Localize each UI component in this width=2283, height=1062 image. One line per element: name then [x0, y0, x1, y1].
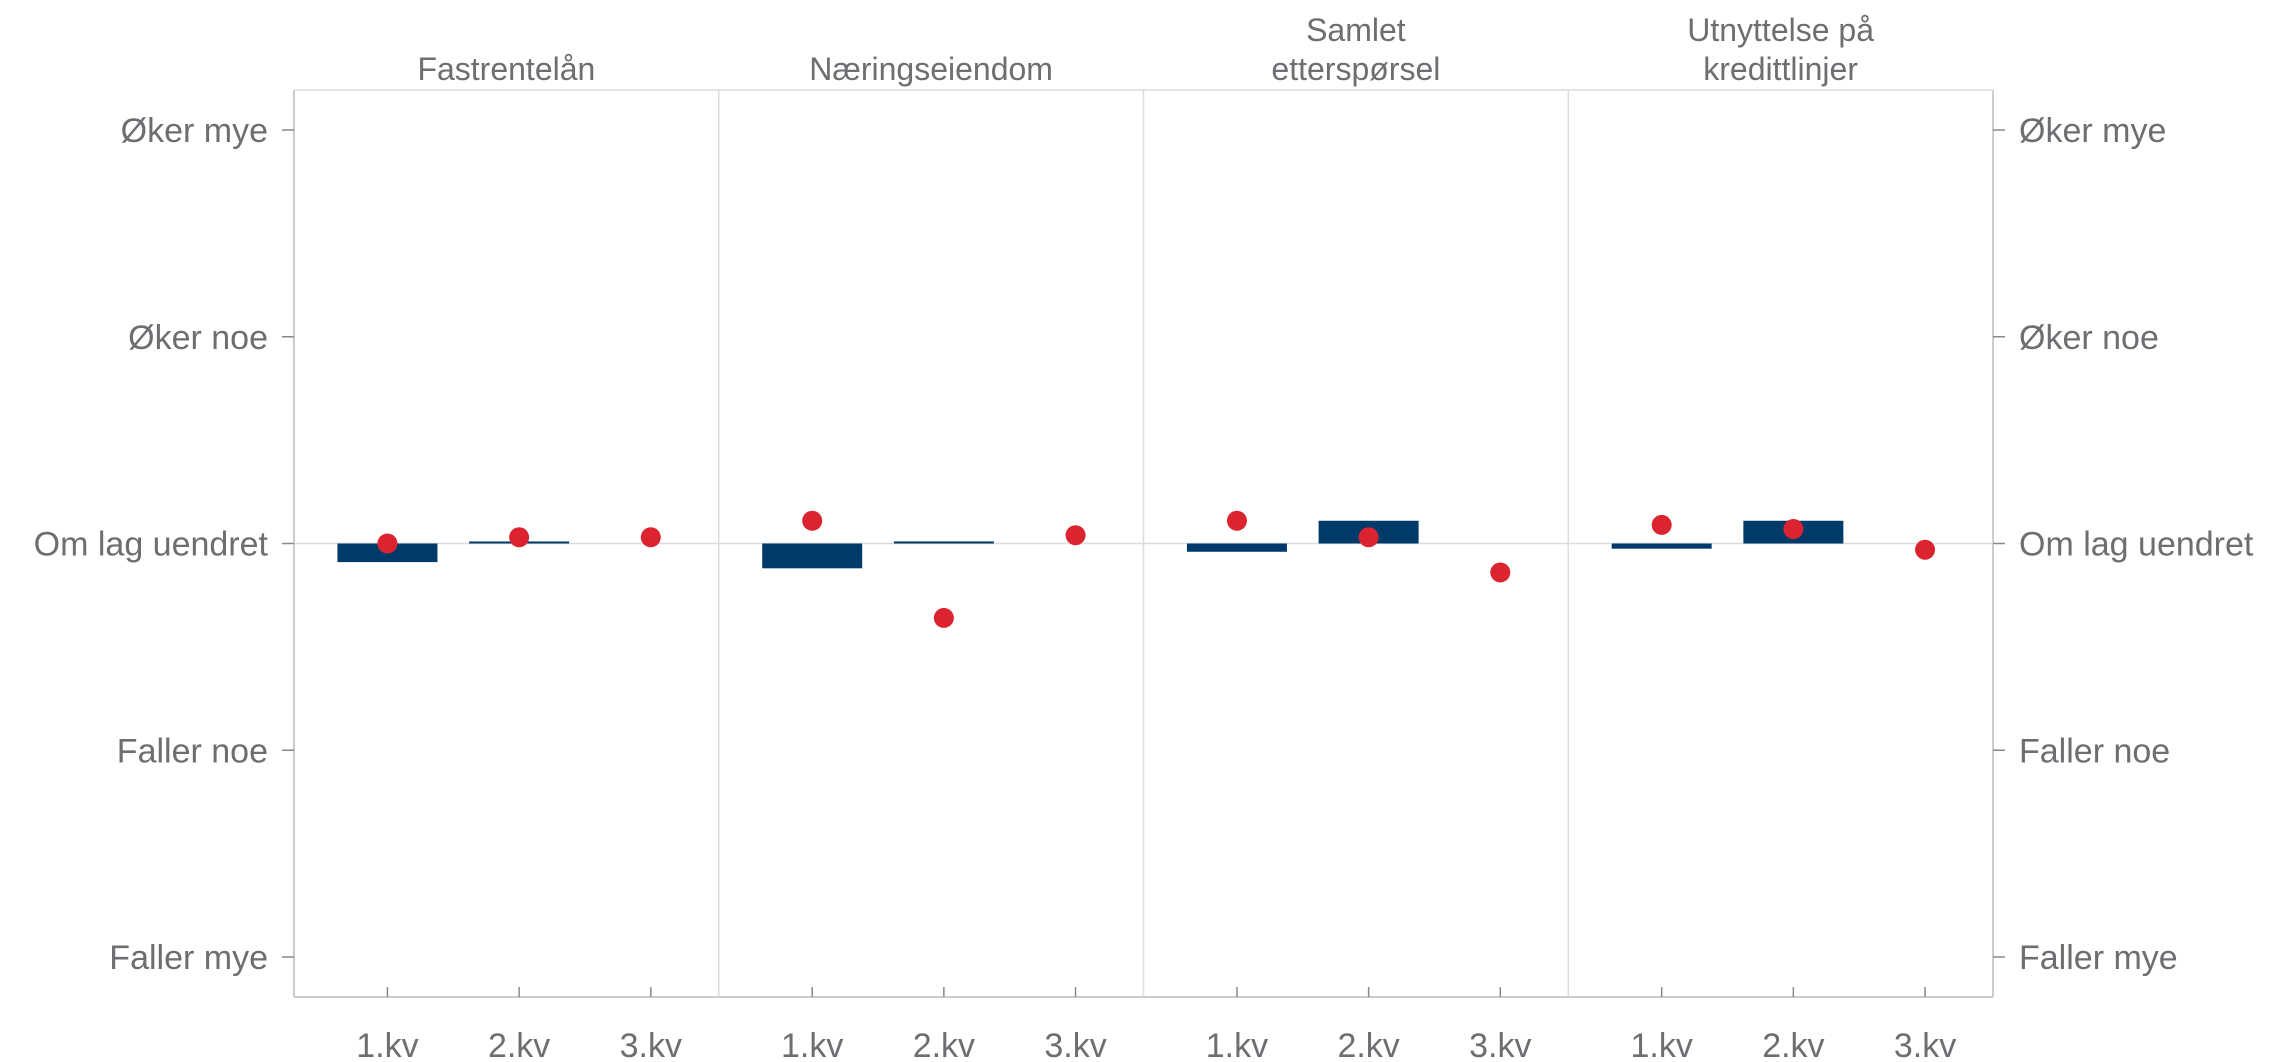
y-tick-label-left: Om lag uendret — [34, 526, 269, 564]
marker-point — [1065, 525, 1086, 546]
panel-title: kredittlinjer — [1703, 51, 1858, 87]
marker-point — [640, 527, 661, 548]
panel-title: Næringseiendom — [809, 51, 1053, 87]
marker-point — [377, 533, 398, 554]
x-tick-label: 1.kv — [781, 1027, 843, 1062]
x-tick-label: 3.kv — [1469, 1027, 1531, 1062]
y-tick-label-right: Faller noe — [2019, 732, 2170, 770]
y-tick-label-left: Øker noe — [128, 319, 268, 357]
x-tick-label: 2.kv — [1337, 1027, 1399, 1062]
x-tick-label: 3.kv — [1044, 1027, 1106, 1062]
y-tick-label-left: Faller mye — [109, 939, 268, 977]
marker-point — [933, 607, 954, 628]
x-tick-label: 2.kv — [488, 1027, 550, 1062]
x-tick-label: 2.kv — [1762, 1027, 1824, 1062]
x-tick-label: 3.kv — [620, 1027, 682, 1062]
marker-point — [1651, 514, 1672, 535]
x-tick-label: 2.kv — [913, 1027, 975, 1062]
bar — [1186, 543, 1287, 552]
panel-title: Utnyttelse på — [1687, 12, 1874, 48]
x-tick-label: 3.kv — [1894, 1027, 1956, 1062]
y-tick-label-right: Om lag uendret — [2019, 526, 2254, 564]
y-tick-label-left: Øker mye — [121, 112, 268, 150]
bar — [1611, 543, 1712, 549]
y-tick-label-right: Øker mye — [2019, 112, 2166, 150]
x-tick-label: 1.kv — [1631, 1027, 1693, 1062]
y-tick-label-right: Faller mye — [2019, 939, 2178, 977]
marker-point — [802, 510, 823, 531]
panel-title: Samlet — [1306, 12, 1406, 48]
bar — [893, 541, 994, 544]
x-tick-label: 1.kv — [1206, 1027, 1268, 1062]
y-tick-label-left: Faller noe — [117, 732, 268, 770]
x-tick-label: 1.kv — [356, 1027, 418, 1062]
marker-point — [509, 527, 530, 548]
marker-point — [1783, 519, 1804, 540]
panel-title: etterspørsel — [1271, 51, 1440, 87]
y-tick-label-right: Øker noe — [2019, 319, 2159, 357]
marker-point — [1915, 539, 1936, 560]
marker-point — [1358, 527, 1379, 548]
panel-title: Fastrentelån — [417, 51, 595, 87]
marker-point — [1226, 510, 1247, 531]
bar — [762, 543, 863, 569]
marker-point — [1490, 562, 1511, 583]
